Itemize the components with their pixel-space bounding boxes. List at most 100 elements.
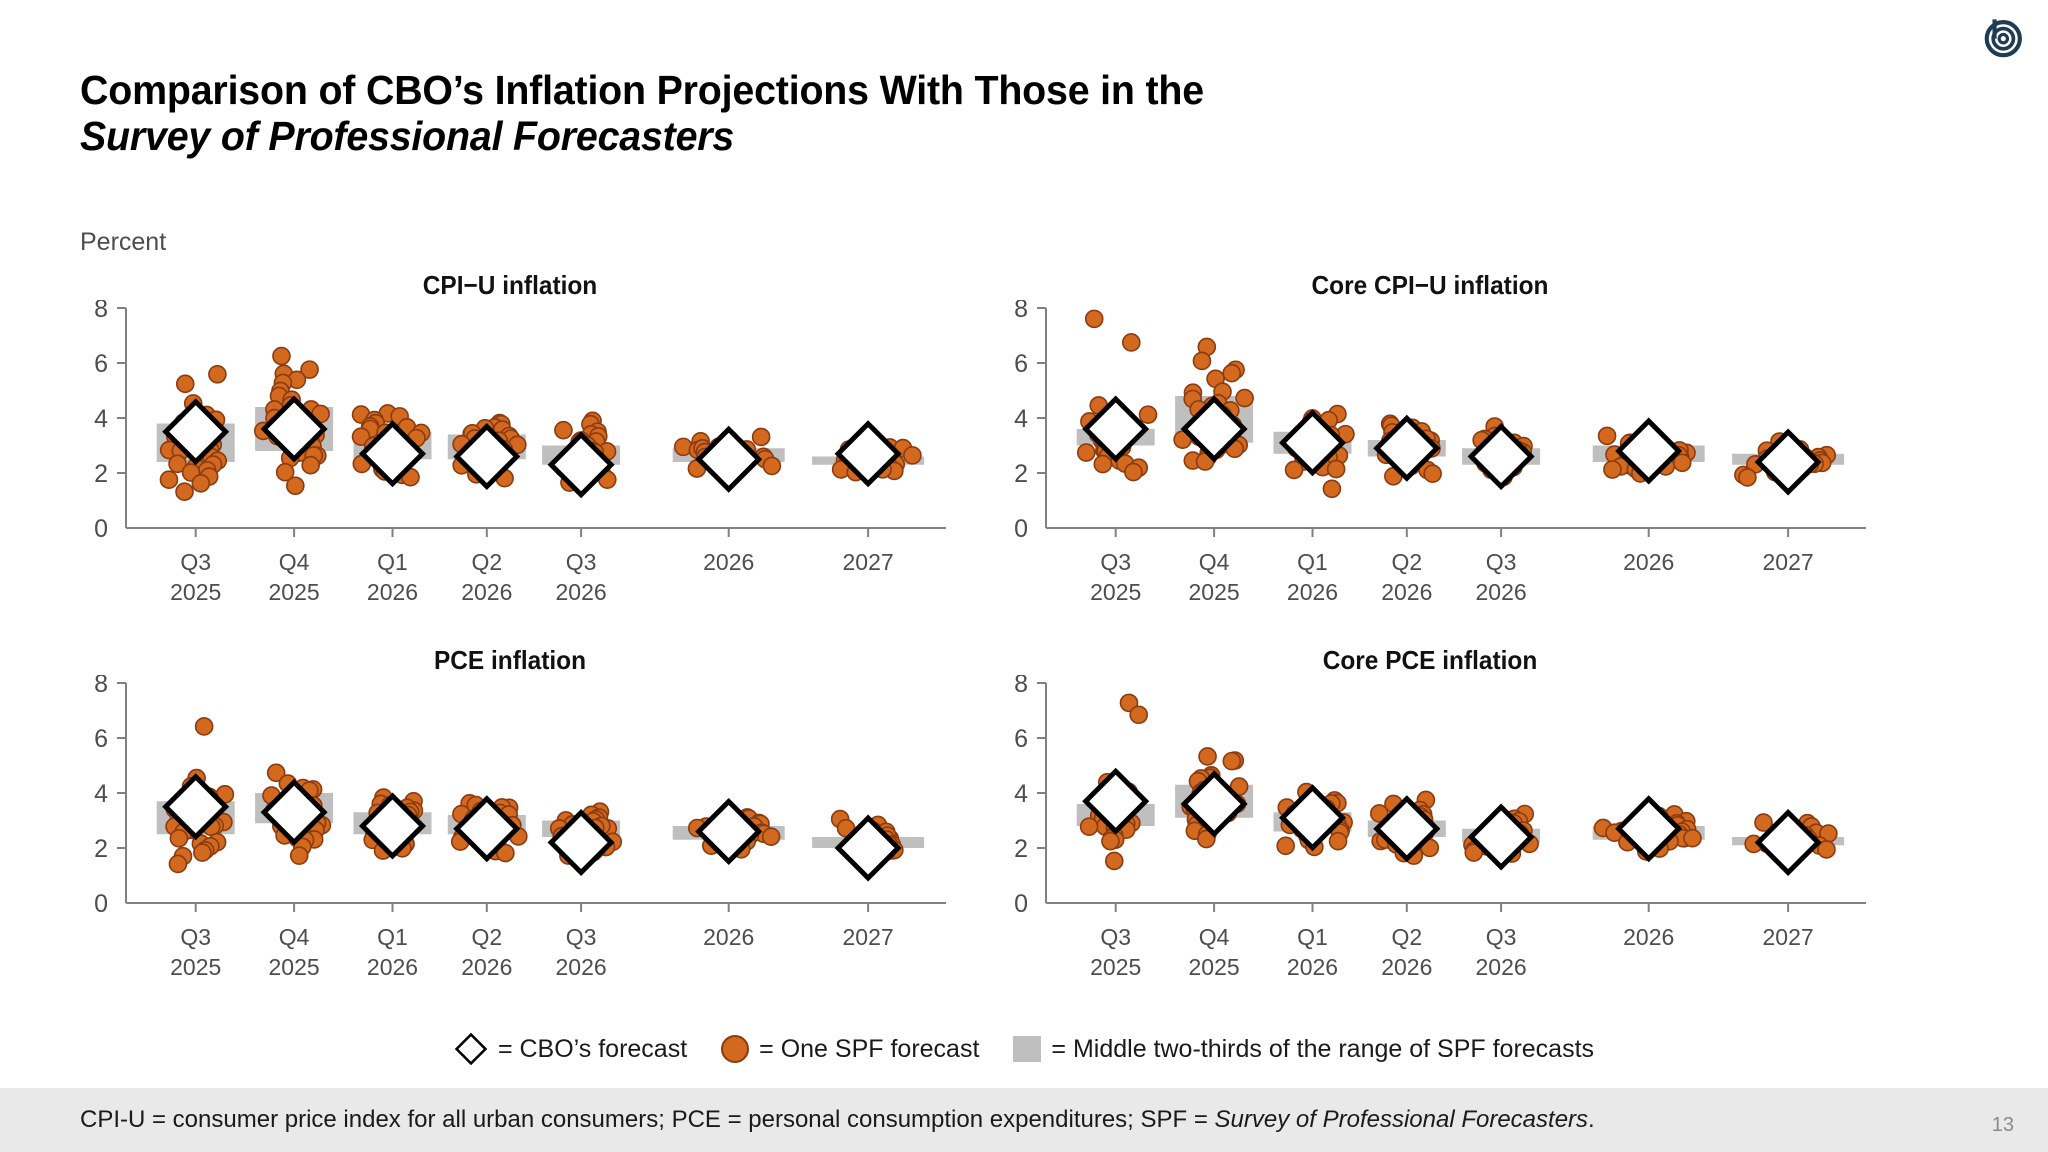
x-tick-label-year: 2025 <box>170 954 221 980</box>
spf-forecast-dot <box>761 827 781 846</box>
dot-icon <box>721 1035 750 1063</box>
cbo-forecast-diamond <box>260 395 328 463</box>
spf-forecast-dot <box>762 456 782 476</box>
y-tick-label: 6 <box>94 725 108 753</box>
x-tick-label: 2026 <box>1623 549 1674 575</box>
x-tick-label-year: 2025 <box>1090 579 1141 605</box>
chart-title: Core CPI−U inflation <box>1311 270 1549 300</box>
spf-forecast-dot <box>351 427 371 446</box>
chart-panels: CPI−U inflation 0 2 4 6 8 Q3 2025 Q4 2025 Q1 2026 Q2… <box>60 270 1930 1018</box>
y-tick-label: 0 <box>94 890 108 918</box>
x-tick-label: 2026 <box>703 924 754 950</box>
spf-forecast-dot <box>1326 459 1346 479</box>
spf-forecast-dot <box>1420 838 1440 858</box>
spf-forecast-dot <box>1121 333 1141 352</box>
y-tick-label: 6 <box>1014 725 1028 753</box>
spf-forecast-dot <box>1817 840 1836 859</box>
spf-forecast-dot <box>1423 464 1442 483</box>
spf-forecast-dot <box>1464 843 1484 862</box>
chart-title: PCE inflation <box>433 645 587 675</box>
spf-forecast-dot <box>1198 747 1217 766</box>
legend-item-dot: = One SPF forecast <box>721 1035 979 1064</box>
x-tick-label: 2027 <box>1763 924 1814 950</box>
legend-item-box: = Middle two-thirds of the range of SPF … <box>1013 1035 1594 1064</box>
spf-forecast-dot <box>175 374 195 394</box>
cbo-forecast-diamond <box>358 420 427 488</box>
cbo-forecast-diamond <box>358 792 427 860</box>
cbo-forecast-diamond <box>547 808 615 877</box>
x-tick-label: Q2 <box>1391 924 1422 950</box>
spf-forecast-dot <box>1328 831 1348 851</box>
unit-label: Percent <box>80 228 167 256</box>
x-tick-label: Q3 <box>1100 924 1131 950</box>
spf-forecast-dot <box>1076 443 1096 462</box>
footnote-plain: CPI-U = consumer price index for all urb… <box>80 1106 1215 1133</box>
x-tick-label-year: 2026 <box>556 579 607 605</box>
spf-forecast-dot <box>554 420 573 440</box>
footnote-italic: Survey of Professional Forecasters <box>1214 1106 1589 1133</box>
spf-forecast-dot <box>1084 309 1104 329</box>
chart-svg: 0 2 4 6 8 Q3 2025 Q4 2025 Q1 2026 Q2 2026 Q3 2026 2026 2… <box>1014 675 1866 980</box>
x-tick-label: Q1 <box>1297 549 1328 575</box>
x-tick-label-year: 2026 <box>367 579 418 605</box>
x-tick-label: Q4 <box>279 549 310 575</box>
spf-forecast-dot <box>286 476 305 496</box>
x-tick-label-year: 2025 <box>170 579 221 605</box>
x-tick-label: Q4 <box>1199 549 1230 575</box>
band-swatch-icon <box>1013 1036 1042 1062</box>
spf-forecast-dot <box>1138 405 1158 424</box>
x-tick-label-year: 2025 <box>269 579 320 605</box>
cbo-forecast-diamond <box>1180 770 1248 838</box>
x-tick-label: Q4 <box>279 924 310 950</box>
spf-forecast-dot <box>1369 804 1389 823</box>
spf-forecast-dot <box>1129 705 1148 725</box>
x-tick-label: 2026 <box>703 549 754 575</box>
y-tick-label: 4 <box>94 780 108 808</box>
x-tick-label-year: 2026 <box>1381 954 1432 980</box>
footer-bar: CPI-U = consumer price index for all urb… <box>0 1088 2048 1152</box>
y-tick-label: 6 <box>1014 350 1028 378</box>
y-tick-label: 2 <box>94 835 108 863</box>
y-tick-label: 8 <box>94 300 108 323</box>
x-tick-label: Q3 <box>1486 924 1517 950</box>
cbo-forecast-diamond <box>695 425 763 493</box>
spf-forecast-dot <box>1119 693 1139 713</box>
x-tick-label: Q4 <box>1199 924 1230 950</box>
x-tick-label: Q1 <box>1297 924 1328 950</box>
x-tick-label: Q3 <box>1486 549 1517 575</box>
title-line-1: Comparison of CBO’s Inflation Projection… <box>80 67 1204 113</box>
spf-forecast-dot <box>159 470 179 490</box>
chart-legend: = CBO’s forecast = One SPF forecast = Midd… <box>0 1032 2048 1066</box>
legend-label: = Middle two-thirds of the range of SPF … <box>1051 1034 1595 1063</box>
spf-forecast-dot <box>1124 462 1143 482</box>
spf-forecast-dot <box>1222 363 1242 383</box>
spf-forecast-dot <box>1079 817 1099 837</box>
spf-forecast-dot <box>1101 831 1120 851</box>
x-tick-label: Q3 <box>180 924 211 950</box>
page-title: Comparison of CBO’s Inflation Projection… <box>80 67 1880 160</box>
cbo-forecast-diamond <box>260 778 328 846</box>
y-tick-label: 8 <box>94 675 108 698</box>
spf-forecast-dot <box>1276 836 1295 856</box>
chart-panel-2: PCE inflation 0 2 4 6 8 Q3 2025 Q4 2025 Q1 2026 Q2 20… <box>60 645 960 1003</box>
spf-forecast-dot <box>175 482 194 502</box>
spf-forecast-dot <box>1222 751 1242 771</box>
chart-panel-3: Core PCE inflation 0 2 4 6 8 Q3 2025 Q4 2025 Q1 202… <box>980 645 1880 1003</box>
spf-forecast-dot <box>300 360 319 379</box>
x-tick-label-year: 2025 <box>1189 579 1240 605</box>
cbo-forecast-diamond <box>1278 784 1347 852</box>
y-tick-label: 4 <box>1014 405 1028 433</box>
chart-svg: 0 2 4 6 8 Q3 2025 Q4 2025 Q1 2026 Q2 2026 Q3 2026 2026 2… <box>94 675 946 980</box>
spf-forecast-dot <box>1603 460 1622 479</box>
spf-forecast-dot <box>1683 828 1702 848</box>
cbo-forecast-diamond <box>1373 795 1441 863</box>
spf-forecast-dot <box>289 846 309 865</box>
spf-forecast-dot <box>1173 430 1192 449</box>
x-tick-label: Q2 <box>471 924 502 950</box>
x-tick-label: 2027 <box>843 549 894 575</box>
cbo-forecast-diamond <box>453 795 521 863</box>
cbo-forecast-diamond <box>1754 808 1822 877</box>
x-tick-label: 2027 <box>843 924 894 950</box>
cbo-forecast-diamond <box>162 773 230 841</box>
